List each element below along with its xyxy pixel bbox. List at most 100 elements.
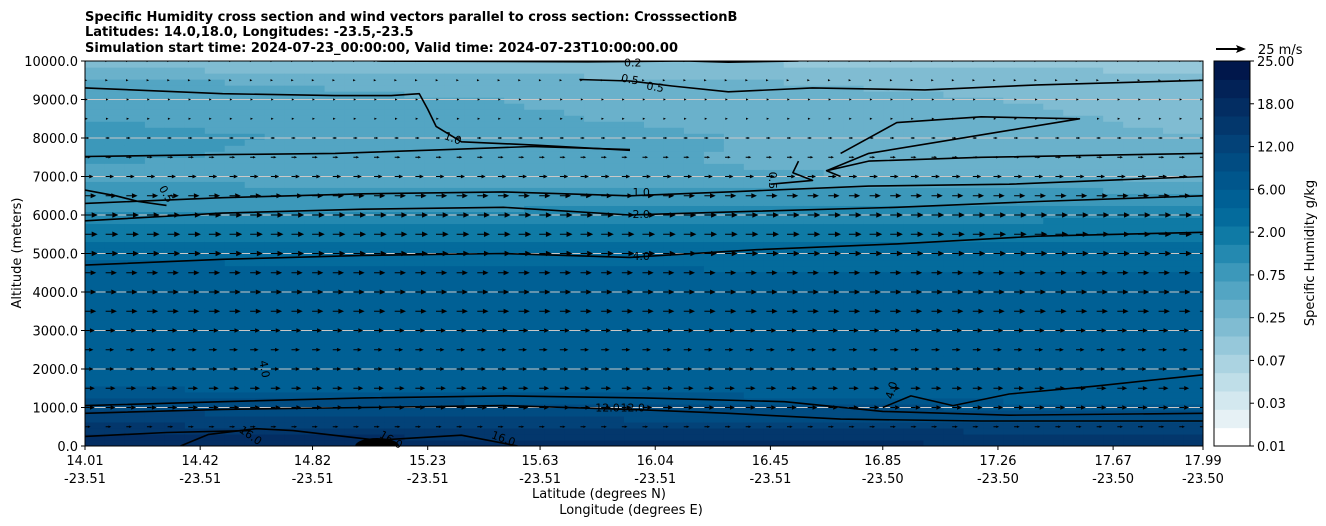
humidity-cell xyxy=(683,157,705,164)
humidity-cell xyxy=(324,163,346,170)
humidity-cell xyxy=(803,355,825,363)
humidity-cell xyxy=(144,295,166,303)
humidity-cell xyxy=(164,295,186,303)
wind-vector xyxy=(435,193,448,199)
humidity-cell xyxy=(344,415,366,423)
humidity-cell xyxy=(144,109,166,116)
humidity-cell xyxy=(124,139,146,146)
humidity-cell xyxy=(184,157,206,164)
humidity-cell xyxy=(683,259,705,267)
humidity-cell xyxy=(244,247,266,255)
humidity-cell xyxy=(424,319,445,327)
humidity-cell xyxy=(344,343,366,351)
humidity-cell xyxy=(723,325,745,333)
humidity-cell xyxy=(504,67,525,74)
humidity-cell xyxy=(184,391,206,399)
humidity-cell xyxy=(85,241,106,249)
humidity-cell xyxy=(1123,241,1144,249)
humidity-cell xyxy=(284,145,306,152)
humidity-cell xyxy=(624,163,645,170)
humidity-cell xyxy=(983,127,1004,134)
wind-vector xyxy=(250,174,259,179)
humidity-cell xyxy=(663,283,685,291)
humidity-cell xyxy=(244,433,266,441)
wind-vector xyxy=(828,193,840,199)
wind-vector xyxy=(85,193,97,199)
humidity-cell xyxy=(144,73,166,80)
humidity-cell xyxy=(983,205,1004,212)
humidity-cell xyxy=(1123,265,1144,273)
humidity-cell xyxy=(424,367,445,375)
humidity-cell xyxy=(903,253,925,261)
humidity-cell xyxy=(983,343,1004,351)
humidity-cell xyxy=(1103,313,1124,321)
humidity-cell xyxy=(1123,103,1144,110)
humidity-cell xyxy=(384,103,406,110)
wind-vector xyxy=(1117,193,1129,199)
wind-vector xyxy=(435,347,445,352)
humidity-cell xyxy=(404,289,425,297)
humidity-cell xyxy=(304,133,326,140)
humidity-cell xyxy=(1123,385,1144,393)
humidity-cell xyxy=(504,439,525,446)
humidity-cell xyxy=(783,103,805,110)
humidity-cell xyxy=(703,259,725,267)
humidity-cell xyxy=(1043,409,1064,417)
humidity-cell xyxy=(85,367,106,375)
humidity-cell xyxy=(444,259,465,267)
humidity-cell xyxy=(164,439,186,446)
humidity-cell xyxy=(1103,355,1124,363)
humidity-cell xyxy=(1103,169,1124,176)
humidity-cell xyxy=(304,427,326,435)
humidity-cell xyxy=(1083,205,1104,212)
humidity-cell xyxy=(1043,235,1064,243)
humidity-cell xyxy=(943,193,965,200)
humidity-cell xyxy=(204,175,226,182)
humidity-cell xyxy=(923,415,945,423)
humidity-cell xyxy=(164,97,186,104)
humidity-cell xyxy=(1163,325,1184,333)
wind-vector xyxy=(126,117,130,120)
humidity-cell xyxy=(164,109,186,116)
humidity-cell xyxy=(564,61,585,68)
wind-vector xyxy=(1158,155,1165,159)
wind-vector xyxy=(105,212,119,218)
humidity-cell xyxy=(304,415,326,423)
humidity-cell xyxy=(1043,127,1064,134)
humidity-cell xyxy=(284,283,306,291)
humidity-cell xyxy=(883,409,905,417)
wind-vector xyxy=(1117,367,1126,371)
humidity-cell xyxy=(564,277,585,285)
humidity-cell xyxy=(1183,391,1203,399)
humidity-cell xyxy=(224,247,246,255)
wind-vector xyxy=(1137,136,1143,140)
wind-vector xyxy=(332,425,339,429)
humidity-cell xyxy=(584,181,605,188)
humidity-cell xyxy=(364,127,386,134)
humidity-cell xyxy=(144,265,166,273)
wind-vector xyxy=(291,347,300,352)
contour-line-1.0 xyxy=(85,145,631,158)
humidity-cell xyxy=(663,301,685,309)
humidity-cell xyxy=(743,121,765,128)
humidity-cell xyxy=(85,319,106,327)
humidity-cell xyxy=(484,115,505,122)
humidity-cell xyxy=(224,391,246,399)
humidity-cell xyxy=(663,247,685,255)
humidity-cell xyxy=(1103,379,1124,387)
humidity-cell xyxy=(344,85,366,92)
humidity-cell xyxy=(983,391,1004,399)
humidity-cell xyxy=(224,301,246,309)
humidity-cell xyxy=(324,295,346,303)
humidity-cell xyxy=(144,205,166,212)
humidity-cell xyxy=(683,361,705,369)
wind-vector xyxy=(167,328,178,333)
humidity-cell xyxy=(504,319,525,327)
humidity-cell xyxy=(1043,97,1064,104)
humidity-cell xyxy=(624,181,645,188)
wind-vector xyxy=(229,212,243,218)
humidity-cell xyxy=(444,415,465,423)
wind-vector xyxy=(456,425,463,429)
humidity-cell xyxy=(364,85,386,92)
humidity-cell xyxy=(1103,229,1124,237)
